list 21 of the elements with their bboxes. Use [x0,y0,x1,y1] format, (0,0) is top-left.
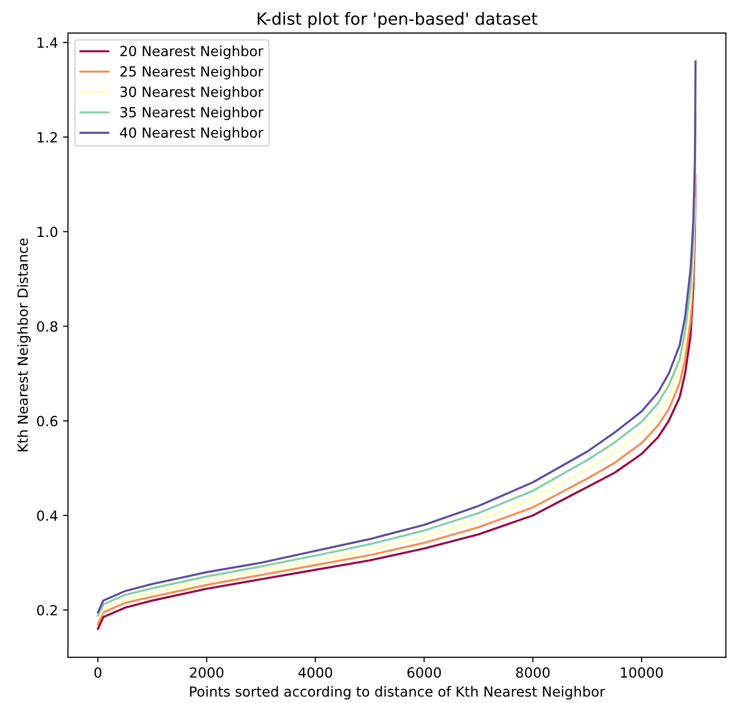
x-tick-label: 2000 [190,667,224,678]
legend-label: 30 Nearest Neighbor [120,86,264,100]
legend-label: 40 Nearest Neighbor [120,127,264,141]
legend-label: 35 Nearest Neighbor [120,106,264,120]
x-axis-title: Points sorted according to distance of Kth Nearest Neighbor [190,686,606,700]
y-tick-label: 1.2 [38,132,57,142]
legend-label: 20 Nearest Neighbor [120,46,264,59]
x-tick-label: 6000 [407,667,441,678]
x-tick-label: 0 [94,667,102,678]
y-tick-label: 1.0 [38,226,58,238]
y-tick-label: 0.2 [37,604,57,616]
y-tick-label: 0.6 [37,416,58,426]
legend-label: 25 Nearest Neighbor [120,66,264,80]
x-tick-label: 10000 [621,667,663,678]
y-tick-label: 1.4 [38,38,58,48]
y-tick-label: 0.8 [37,321,58,332]
chart-title: K-dist plot for 'pen-based' dataset [258,12,538,28]
x-tick-label: 8000 [516,667,550,678]
y-axis-title: Kth Nearest Neighbor Distance [17,238,31,452]
y-tick-label: 0.4 [37,510,58,521]
x-tick-label: 4000 [298,667,332,678]
